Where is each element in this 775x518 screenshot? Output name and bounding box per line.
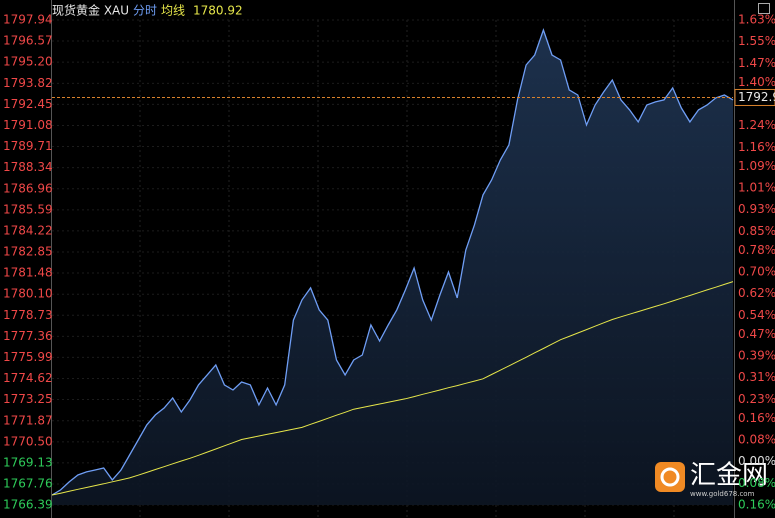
y2-tick-label: 0.31% [738, 370, 775, 384]
y2-tick-label: 0.08% [738, 432, 775, 446]
y2-tick-label: 1.24% [738, 118, 775, 132]
y-tick-label: 1785.59 [3, 202, 53, 216]
area [52, 30, 733, 505]
last-price-label: 1792.9 [738, 90, 775, 104]
y-tick-label: 1797.94 [3, 13, 53, 27]
window-icon[interactable] [758, 3, 770, 14]
y-tick-label: 1788.34 [3, 160, 53, 174]
ma-value: 1780.92 [193, 4, 243, 18]
last-price-box [734, 88, 775, 106]
logo-icon [655, 462, 685, 492]
y2-tick-label: 0.54% [738, 308, 775, 322]
y2-tick-label: 1.40% [738, 75, 775, 89]
y-tick-label: 1773.25 [3, 392, 53, 406]
y2-tick-label: 0.00% [738, 454, 775, 468]
y2-tick-label: 1.55% [738, 34, 775, 48]
legend-entry: 分时 [133, 4, 157, 18]
plot [51, 19, 734, 506]
y2-tick-label: 1.47% [738, 56, 775, 70]
y-tick-label: 1786.96 [3, 181, 53, 195]
y-tick-label: 1775.99 [3, 350, 53, 364]
y-tick-label: 1780.10 [3, 287, 53, 301]
chart-title: 现货黄金 XAU [52, 3, 129, 18]
y2-tick-label: 0.70% [738, 264, 775, 278]
y-tick-label: 1771.87 [3, 413, 53, 427]
y2-tick-label: 0.08% [738, 476, 775, 490]
y2-tick-label: 0.78% [738, 243, 775, 257]
y2-tick-label: 0.85% [738, 224, 775, 238]
legend-entry: 均线 [161, 4, 185, 18]
y2-tick-label: 0.23% [738, 392, 775, 406]
series-line [51, 281, 734, 496]
y2-tick-label: 1.63% [738, 13, 775, 27]
y2-tick-label: 0.62% [738, 286, 775, 300]
y2-tick-label: 1.16% [738, 140, 775, 154]
y-tick-label: 1781.48 [3, 266, 53, 280]
y-tick-label: 1777.36 [3, 329, 53, 343]
y-tick-label: 1792.45 [3, 97, 53, 111]
y-tick-label: 1769.13 [3, 455, 53, 469]
y-tick-label: 1766.39 [3, 498, 53, 512]
watermark-name: 汇金网 [690, 461, 768, 491]
y2-tick-label: 1.01% [738, 180, 775, 194]
y-tick-label: 1791.08 [3, 118, 53, 132]
y2-tick-label: 0.16% [738, 498, 775, 512]
series-line [51, 28, 734, 496]
watermark: 汇金网 www.gold678.com [655, 461, 768, 498]
y2-tick-label: 0.47% [738, 327, 775, 341]
y2-tick-label: 0.39% [738, 348, 775, 362]
y-tick-label: 1767.76 [3, 476, 53, 490]
y-tick-label: 1793.82 [3, 76, 53, 90]
y-tick-label: 1770.50 [3, 434, 53, 448]
y2-tick-label: 1.09% [738, 159, 775, 173]
y2-tick-label: 0.93% [738, 202, 775, 216]
y-tick-label: 1784.22 [3, 223, 53, 237]
y-tick-label: 1778.73 [3, 308, 53, 322]
y-tick-label: 1789.71 [3, 139, 53, 153]
y-tick-label: 1796.57 [3, 34, 53, 48]
watermark-url: www.gold678.com [690, 490, 755, 498]
y-tick-label: 1774.62 [3, 371, 53, 385]
y2-tick-label: 0.16% [738, 411, 775, 425]
y-tick-label: 1782.85 [3, 244, 53, 258]
y-tick-label: 1795.20 [3, 55, 53, 69]
logo-mark [660, 467, 680, 487]
